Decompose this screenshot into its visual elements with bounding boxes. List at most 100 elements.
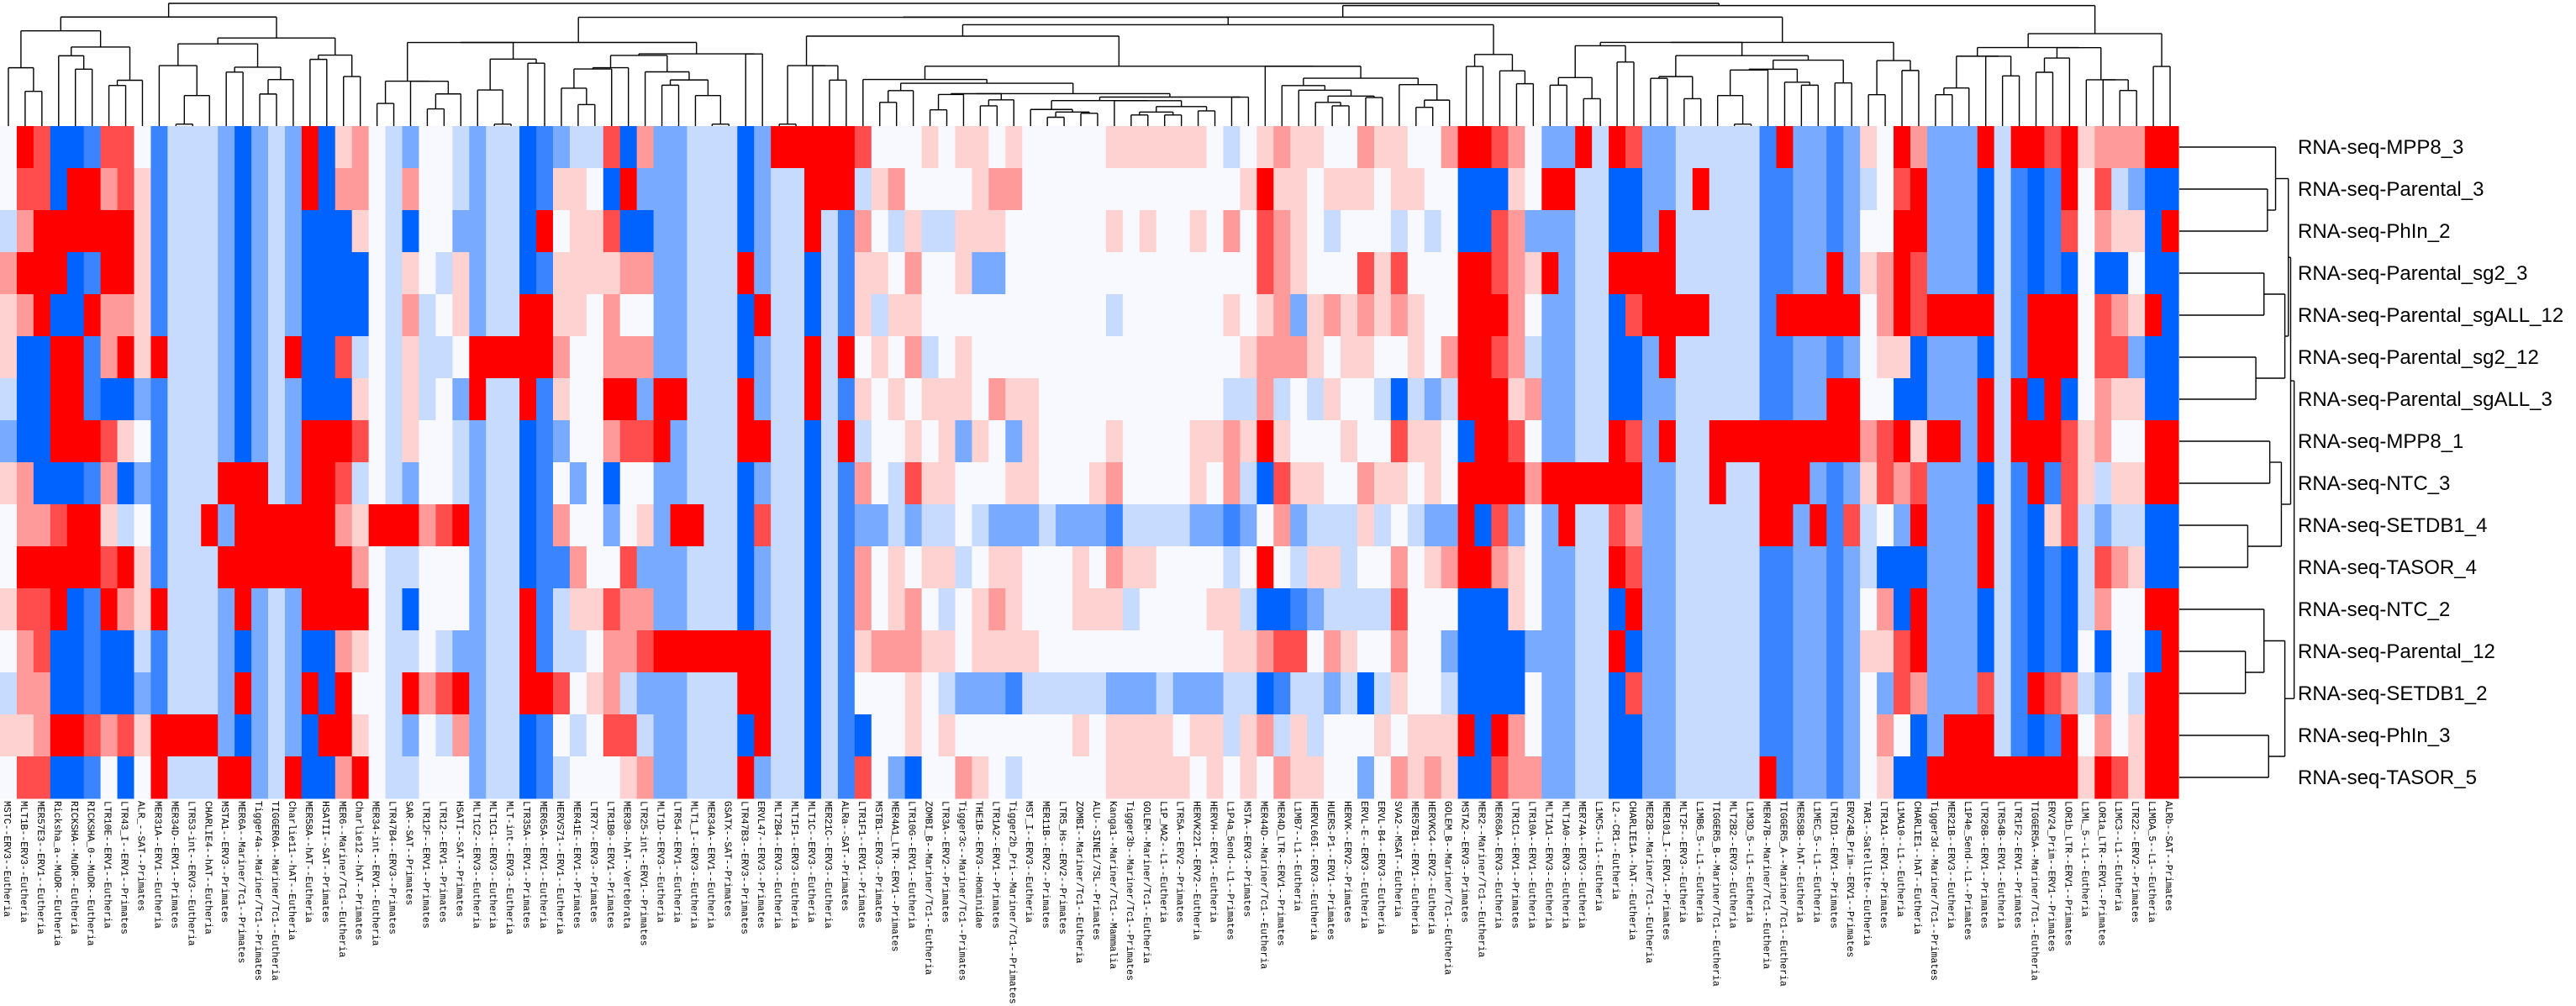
heatmap-cell (569, 252, 587, 295)
heatmap-cell (1089, 588, 1107, 631)
heatmap-cell (134, 126, 152, 169)
heatmap-cell (1508, 210, 1525, 253)
heatmap-cell (1139, 588, 1157, 631)
heatmap-cell (1575, 462, 1593, 505)
heatmap-cell (1039, 504, 1056, 547)
heatmap-cell (1525, 630, 1542, 673)
heatmap-cell (1341, 252, 1358, 295)
heatmap-cell (2061, 420, 2078, 463)
heatmap-cell (1525, 462, 1542, 505)
heatmap-cell (569, 504, 587, 547)
heatmap-cell (720, 420, 738, 463)
heatmap-cell (1373, 210, 1392, 253)
heatmap-cell (2128, 588, 2146, 631)
heatmap-cell (586, 504, 604, 547)
heatmap-cell (2128, 210, 2146, 253)
heatmap-cell (1424, 588, 1442, 631)
heatmap-cell (1022, 546, 1040, 589)
heatmap-cell (1725, 168, 1744, 211)
heatmap-cell (1742, 294, 1761, 337)
heatmap-cell (1256, 168, 1274, 211)
heatmap-cell (1457, 126, 1476, 169)
heatmap-cell (1826, 630, 1844, 673)
heatmap-cell (1826, 252, 1844, 295)
heatmap-cell (1575, 420, 1593, 463)
heatmap-cell (2145, 252, 2162, 295)
heatmap-cell (1926, 546, 1945, 589)
heatmap-cell (771, 294, 788, 337)
heatmap-cell (2061, 504, 2078, 547)
heatmap-cell (1894, 126, 1911, 169)
heatmap-cell (1709, 210, 1727, 253)
heatmap-cell (1793, 294, 1810, 337)
heatmap-cell (1441, 504, 1459, 547)
heatmap-cell (2078, 756, 2095, 799)
heatmap-cell (1240, 378, 1257, 421)
heatmap-cell (1206, 252, 1225, 295)
heatmap-cell (1156, 210, 1174, 253)
heatmap-cell (1290, 546, 1308, 589)
heatmap-cell (653, 672, 672, 715)
heatmap-cell (435, 126, 453, 169)
heatmap-cell (2162, 420, 2179, 463)
heatmap-cell (1357, 630, 1375, 673)
heatmap-cell (1273, 462, 1291, 505)
heatmap-cell (1290, 588, 1308, 631)
heatmap-cell (1675, 462, 1694, 505)
heatmap-cell (1206, 336, 1225, 379)
heatmap-cell (1609, 756, 1626, 799)
heatmap-cell (837, 546, 856, 589)
column-label: ZOMBI--Mariner/Tc1--Eutheria (1073, 801, 1084, 963)
heatmap-cell (1709, 462, 1727, 505)
heatmap-cell (2128, 714, 2146, 757)
heatmap-cell (284, 294, 303, 337)
heatmap-cell (268, 588, 286, 631)
heatmap-cell (419, 588, 436, 631)
heatmap-cell (117, 294, 135, 337)
heatmap-cell (1776, 504, 1794, 547)
heatmap-cell (66, 756, 85, 799)
heatmap-cell (1793, 630, 1810, 673)
heatmap-cell (988, 756, 1006, 799)
heatmap-cell (955, 462, 973, 505)
heatmap-cell (754, 378, 772, 421)
heatmap-cell (2145, 546, 2162, 589)
heatmap-cell (1541, 630, 1559, 673)
heatmap-cell (503, 294, 520, 337)
column-label: MLT1A0--ERV3--Eutheria (1559, 801, 1570, 929)
heatmap-cell (1407, 378, 1425, 421)
heatmap-cell (1474, 756, 1493, 799)
heatmap-cell (402, 630, 420, 673)
heatmap-cell (1877, 210, 1894, 253)
heatmap-cell (1994, 378, 2012, 421)
heatmap-cell (2162, 504, 2179, 547)
heatmap-cell (1022, 168, 1040, 211)
heatmap-cell (251, 294, 269, 337)
heatmap-cell (1072, 126, 1090, 169)
heatmap-cell (50, 420, 68, 463)
heatmap-cell (251, 504, 269, 547)
heatmap-cell (1307, 672, 1325, 715)
column-label: CHARLIE4--hAT--Eutheria (202, 801, 213, 935)
heatmap-cell (2061, 378, 2078, 421)
heatmap-cell (687, 672, 705, 715)
column-labels: MSTC--ERV3--Eutheria MLT1B--ERV3--Eutheri… (1, 801, 2173, 1004)
column-label: LTR47B4--ERV3--Primates (387, 801, 398, 935)
heatmap-cell (1089, 420, 1107, 463)
heatmap-cell (1324, 168, 1341, 211)
heatmap-cell (955, 168, 973, 211)
heatmap-cell (552, 252, 571, 295)
heatmap-cell (1558, 210, 1576, 253)
heatmap-cell (1641, 378, 1660, 421)
heatmap-cell (167, 588, 185, 631)
heatmap-cell (904, 588, 923, 631)
heatmap-cell (1223, 630, 1241, 673)
heatmap-cell (988, 672, 1006, 715)
heatmap-cell (368, 672, 387, 715)
heatmap-cell (1457, 588, 1476, 631)
heatmap-cell (268, 504, 286, 547)
heatmap-cell (1575, 210, 1593, 253)
heatmap-cell (1223, 756, 1241, 799)
heatmap-cell (2145, 336, 2162, 379)
heatmap-cell (820, 462, 839, 505)
